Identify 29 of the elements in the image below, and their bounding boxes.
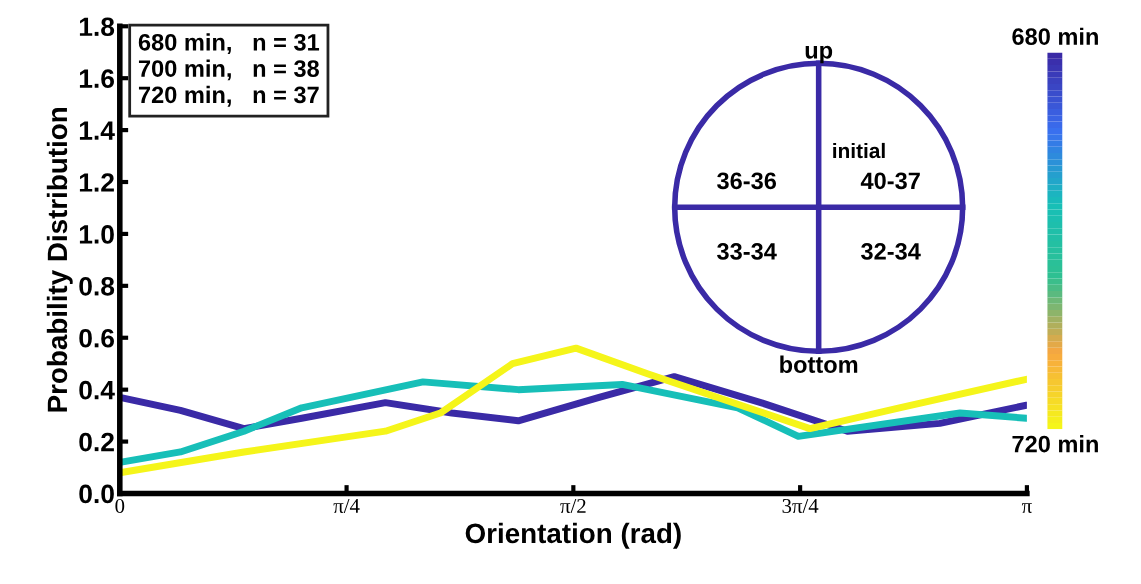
- annotation: 680 min: [1012, 27, 1098, 45]
- y-tick-label: 0.6: [79, 328, 114, 348]
- y-tick-label: 0.4: [79, 380, 115, 400]
- annotation: 36-36: [717, 172, 777, 190]
- x-tick-label: π/4: [333, 499, 360, 513]
- y-tick-label: 1.4: [79, 121, 115, 140]
- annotation: 40-37: [860, 172, 920, 190]
- x-axis-title: Orientation (rad): [465, 522, 681, 549]
- y-tick-label: 0.8: [79, 276, 115, 296]
- y-tick-label: 1.0: [79, 225, 114, 244]
- y-tick-label: 1.6: [79, 69, 114, 89]
- annotation: bottom: [780, 355, 858, 373]
- y-tick-label: 1.2: [79, 173, 114, 192]
- x-tick-label: π: [1021, 503, 1032, 513]
- annotation: up: [805, 45, 833, 64]
- x-tick-label: 3π/4: [782, 499, 819, 513]
- y-axis-title: Probability Distribution: [46, 108, 73, 412]
- y-tick-label: 0.0: [79, 484, 114, 504]
- annotation: 720 min: [1012, 435, 1098, 453]
- annotation: 700 min, n = 38: [138, 59, 319, 81]
- annotation: 720 min, n = 37: [138, 85, 319, 107]
- annotation: 32-34: [861, 243, 921, 260]
- x-tick-label: π/2: [560, 499, 586, 513]
- annotation: 680 min, n = 31: [138, 33, 320, 55]
- y-tick-label: 1.8: [79, 17, 115, 37]
- y-tick-label: 0.2: [79, 432, 114, 452]
- annotation: 33-34: [717, 243, 777, 260]
- x-tick-label: 0: [115, 498, 125, 513]
- annotation: initial: [833, 142, 885, 159]
